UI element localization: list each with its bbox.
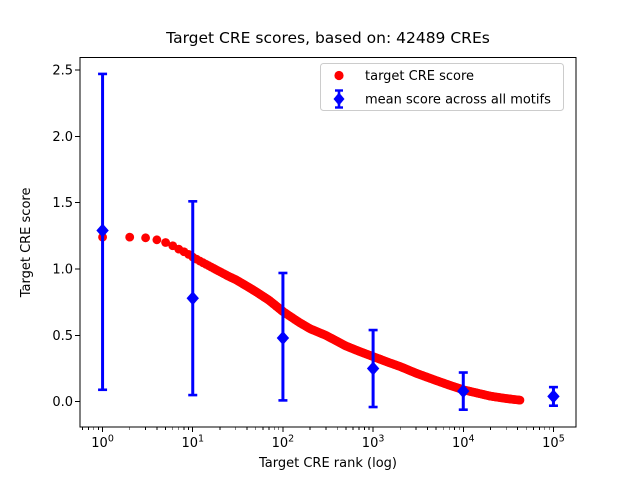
x-tick-label: 105 bbox=[542, 434, 565, 452]
target-score-point bbox=[141, 233, 150, 243]
legend: target CRE score mean score across all m… bbox=[320, 63, 564, 111]
x-tick-label: 103 bbox=[362, 434, 385, 452]
y-axis-label: Target CRE score bbox=[19, 188, 34, 299]
legend-entry-mean-score: mean score across all motifs bbox=[365, 93, 551, 108]
mean-score-errorbar bbox=[547, 385, 560, 408]
mean-score-errorbar bbox=[186, 200, 199, 397]
target-score-point bbox=[125, 232, 135, 242]
series-mean-score bbox=[96, 72, 560, 411]
x-tick-label: 104 bbox=[452, 434, 475, 452]
y-tick-label: 2.5 bbox=[52, 63, 73, 78]
target-score-point bbox=[152, 235, 162, 245]
legend-box bbox=[320, 63, 564, 111]
mean-score-errorbar bbox=[276, 271, 290, 402]
x-tick-label: 101 bbox=[181, 434, 204, 452]
chart-title: Target CRE scores, based on: 42489 CREs bbox=[165, 29, 490, 47]
mean-score-point bbox=[96, 223, 109, 238]
legend-marker-circle bbox=[334, 70, 344, 81]
mean-score-point bbox=[457, 384, 470, 399]
mean-score-point bbox=[276, 331, 290, 346]
target-score-point bbox=[515, 395, 525, 405]
target-score-point bbox=[161, 238, 171, 247]
x-tick-label: 100 bbox=[91, 434, 114, 452]
plot-area-border bbox=[79, 57, 577, 428]
y-tick-label: 0.0 bbox=[52, 395, 73, 410]
mean-score-point bbox=[366, 361, 380, 376]
mean-score-point bbox=[186, 291, 199, 306]
x-tick-label: 102 bbox=[272, 434, 295, 452]
mean-score-errorbar bbox=[96, 72, 109, 392]
y-tick-label: 0.5 bbox=[52, 329, 73, 344]
legend-entry-target-cre-score: target CRE score bbox=[365, 69, 474, 84]
mean-score-errorbar bbox=[366, 328, 380, 409]
series-target-cre-score bbox=[98, 232, 525, 405]
y-tick-label: 1.0 bbox=[52, 263, 73, 278]
y-tick-label: 2.0 bbox=[52, 130, 73, 145]
legend-marker-diamond-errorbar bbox=[333, 89, 345, 109]
x-axis-label: Target CRE rank (log) bbox=[258, 456, 397, 471]
mean-score-point bbox=[547, 389, 560, 404]
y-tick-label: 1.5 bbox=[52, 196, 73, 211]
mean-score-errorbar bbox=[457, 371, 470, 411]
